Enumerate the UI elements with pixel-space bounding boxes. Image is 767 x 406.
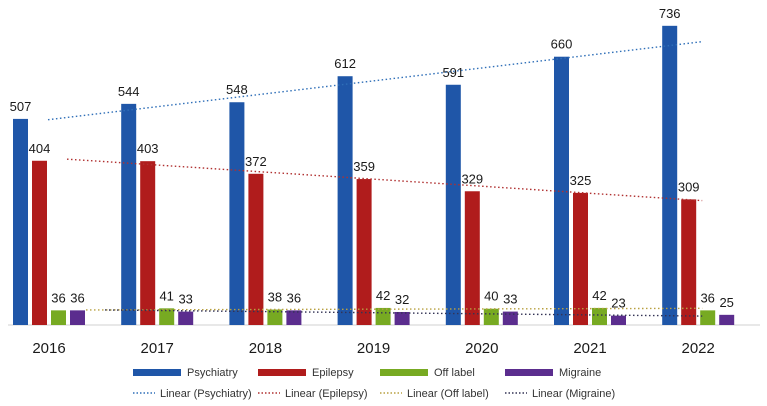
value-label-off-label-2016: 36 bbox=[51, 290, 65, 305]
legend-label-trend-epilepsy: Linear (Epilepsy) bbox=[285, 388, 368, 400]
value-label-off-label-2018: 38 bbox=[268, 290, 282, 305]
bar-off-label-2020 bbox=[483, 308, 499, 325]
value-label-epilepsy-2021: 325 bbox=[570, 173, 592, 188]
value-label-psychiatry-2017: 544 bbox=[118, 84, 140, 99]
trendline-epilepsy bbox=[66, 158, 703, 202]
bar-migraine-2017 bbox=[178, 311, 194, 325]
value-label-psychiatry-2020: 591 bbox=[442, 65, 464, 80]
value-label-migraine-2017: 33 bbox=[178, 292, 192, 307]
legend-label-epilepsy: Epilepsy bbox=[312, 367, 354, 379]
legend-label-off-label: Off label bbox=[434, 367, 475, 379]
bar-migraine-2022 bbox=[719, 314, 735, 325]
x-tick-label-2018: 2018 bbox=[249, 340, 282, 357]
value-label-migraine-2020: 33 bbox=[503, 292, 517, 307]
value-labels-group: 507 404 36 36 544 403 41 33 548 372 38 36 612 359 42 32… bbox=[10, 6, 734, 311]
value-label-migraine-2021: 23 bbox=[611, 296, 625, 311]
bar-psychiatry-2017 bbox=[121, 103, 137, 325]
value-label-migraine-2019: 32 bbox=[395, 292, 409, 307]
x-tick-label-2019: 2019 bbox=[357, 340, 390, 357]
x-tick-label-2021: 2021 bbox=[573, 340, 606, 357]
value-label-off-label-2017: 41 bbox=[159, 288, 173, 303]
bar-migraine-2018 bbox=[286, 310, 302, 325]
bar-epilepsy-2019 bbox=[356, 179, 372, 325]
bars-group bbox=[13, 25, 735, 326]
bar-migraine-2019 bbox=[394, 311, 410, 325]
x-tick-label-2017: 2017 bbox=[141, 340, 174, 357]
bar-off-label-2017 bbox=[159, 308, 175, 325]
bar-psychiatry-2018 bbox=[229, 102, 245, 325]
bar-psychiatry-2022 bbox=[662, 25, 678, 325]
value-label-epilepsy-2020: 329 bbox=[461, 171, 483, 186]
value-label-epilepsy-2019: 359 bbox=[353, 159, 375, 174]
bar-off-label-2021 bbox=[592, 307, 607, 325]
value-label-off-label-2021: 42 bbox=[592, 288, 606, 303]
value-label-migraine-2018: 36 bbox=[287, 290, 301, 305]
x-tick-label-2022: 2022 bbox=[682, 340, 715, 357]
bar-psychiatry-2019 bbox=[337, 76, 353, 325]
legend: Psychiatry Epilepsy Off label Migraine Linea… bbox=[133, 367, 615, 400]
legend-swatch-migraine bbox=[505, 369, 553, 376]
legend-label-psychiatry: Psychiatry bbox=[187, 367, 238, 379]
value-label-epilepsy-2022: 309 bbox=[678, 179, 700, 194]
legend-swatch-off-label bbox=[380, 369, 428, 376]
trendline-psychiatry bbox=[47, 40, 703, 121]
value-label-psychiatry-2018: 548 bbox=[226, 82, 248, 97]
bar-migraine-2016 bbox=[70, 310, 85, 325]
bar-epilepsy-2022 bbox=[681, 199, 697, 325]
bar-epilepsy-2017 bbox=[140, 161, 156, 325]
bar-epilepsy-2018 bbox=[248, 173, 264, 325]
bar-epilepsy-2021 bbox=[573, 192, 588, 325]
value-label-off-label-2020: 40 bbox=[484, 289, 498, 304]
bar-epilepsy-2016 bbox=[32, 160, 47, 325]
bar-off-label-2022 bbox=[700, 310, 716, 325]
value-label-migraine-2016: 36 bbox=[70, 290, 84, 305]
bar-off-label-2019 bbox=[375, 307, 391, 325]
legend-label-trend-psychiatry: Linear (Psychiatry) bbox=[160, 388, 252, 400]
legend-label-trend-migraine: Linear (Migraine) bbox=[532, 388, 615, 400]
value-label-psychiatry-2016: 507 bbox=[10, 99, 32, 114]
bar-migraine-2020 bbox=[502, 311, 518, 325]
legend-swatch-psychiatry bbox=[133, 369, 181, 376]
value-label-off-label-2022: 36 bbox=[700, 290, 714, 305]
value-label-psychiatry-2019: 612 bbox=[334, 56, 356, 71]
value-label-psychiatry-2021: 660 bbox=[551, 37, 573, 52]
value-label-epilepsy-2016: 404 bbox=[29, 141, 51, 156]
bar-psychiatry-2021 bbox=[554, 56, 569, 326]
bar-epilepsy-2020 bbox=[464, 191, 480, 325]
x-tick-labels-group: 2016 2017 2018 2019 2020 2021 2022 bbox=[32, 340, 715, 357]
legend-swatch-epilepsy bbox=[258, 369, 306, 376]
bar-psychiatry-2020 bbox=[445, 84, 461, 325]
value-label-psychiatry-2022: 736 bbox=[659, 6, 681, 21]
bar-off-label-2018 bbox=[267, 309, 283, 325]
bar-migraine-2021 bbox=[611, 315, 626, 325]
value-label-migraine-2022: 25 bbox=[719, 295, 733, 310]
trendlines-group bbox=[47, 40, 703, 317]
x-tick-label-2020: 2020 bbox=[465, 340, 498, 357]
legend-label-trend-off-label: Linear (Off label) bbox=[407, 388, 489, 400]
value-label-epilepsy-2017: 403 bbox=[137, 141, 159, 156]
value-label-off-label-2019: 42 bbox=[376, 288, 390, 303]
legend-label-migraine: Migraine bbox=[559, 367, 601, 379]
x-tick-label-2016: 2016 bbox=[32, 340, 65, 357]
bar-off-label-2016 bbox=[51, 310, 66, 325]
trendline-off-label bbox=[85, 307, 703, 311]
bar-psychiatry-2016 bbox=[13, 118, 28, 325]
value-label-epilepsy-2018: 372 bbox=[245, 154, 267, 169]
